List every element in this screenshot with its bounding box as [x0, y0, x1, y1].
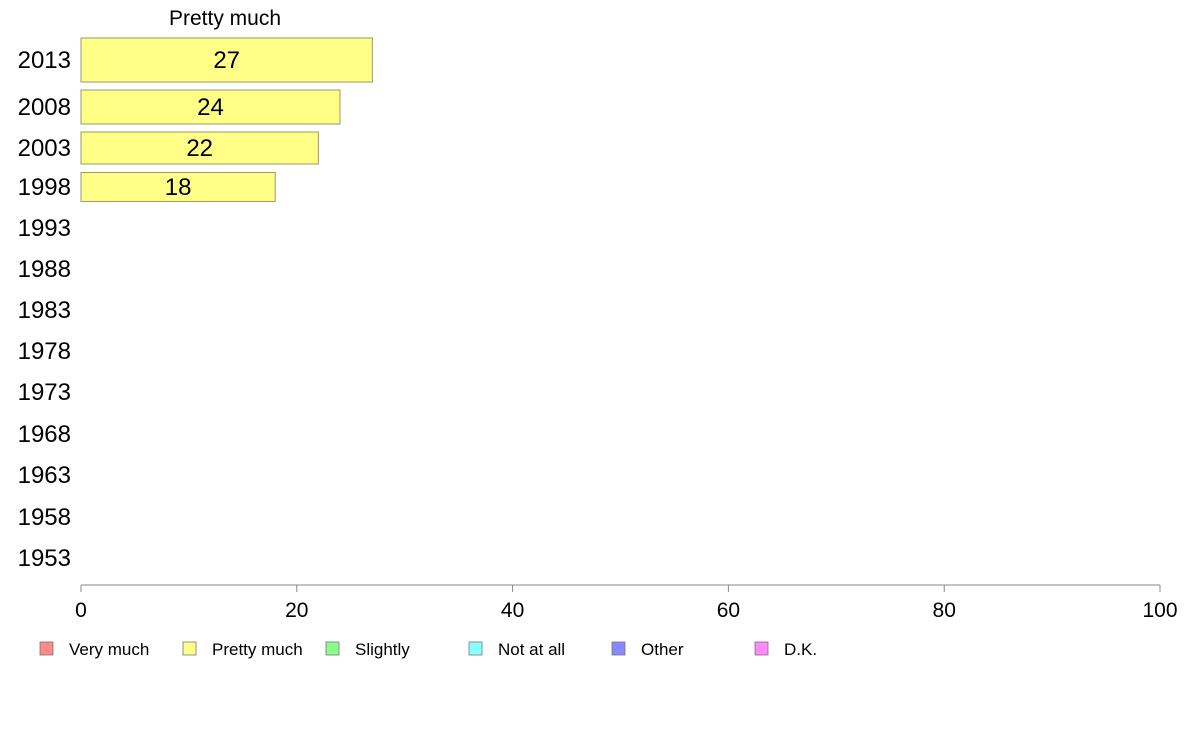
- category-label-1978: 1978: [18, 338, 71, 365]
- category-label-2008: 2008: [18, 94, 71, 121]
- legend-swatch-2: [325, 641, 340, 656]
- category-label-1958: 1958: [18, 504, 71, 531]
- data-label-1998: 18: [165, 174, 192, 201]
- legend-label-2: Slightly: [355, 640, 410, 659]
- bar-2013: [80, 37, 373, 83]
- legend-swatch-4: [611, 641, 626, 656]
- legend-label-5: D.K.: [784, 640, 817, 659]
- data-label-2008: 24: [197, 94, 224, 121]
- series-title: Pretty much: [169, 7, 281, 30]
- x-tick-label-20: 20: [285, 599, 308, 622]
- category-label-1968: 1968: [18, 421, 71, 448]
- category-label-1973: 1973: [18, 379, 71, 406]
- x-axis: 0 20 40 60 80 100: [75, 584, 1178, 622]
- x-tick-label-0: 0: [75, 599, 87, 622]
- legend: Very much Pretty much Slightly Not at all Ot…: [39, 640, 817, 659]
- legend-label-0: Very much: [69, 640, 149, 659]
- bar-2008: [80, 89, 341, 125]
- category-label-1998: 1998: [18, 174, 71, 201]
- legend-swatch-1: [182, 641, 197, 656]
- category-label-1953: 1953: [18, 545, 71, 572]
- x-tick-label-40: 40: [501, 599, 524, 622]
- category-label-1988: 1988: [18, 256, 71, 283]
- bars: 27 24 22 18: [80, 37, 373, 202]
- x-tick-label-80: 80: [933, 599, 956, 622]
- legend-label-3: Not at all: [498, 640, 565, 659]
- data-label-2003: 22: [186, 135, 213, 162]
- data-label-2013: 27: [213, 47, 240, 74]
- legend-swatch-0: [39, 641, 54, 656]
- category-label-1983: 1983: [18, 297, 71, 324]
- bar-1998: [80, 172, 276, 202]
- category-label-1963: 1963: [18, 462, 71, 489]
- x-tick-label-100: 100: [1142, 599, 1177, 622]
- category-label-2013: 2013: [18, 47, 71, 74]
- x-tick-label-60: 60: [717, 599, 740, 622]
- category-label-2003: 2003: [18, 135, 71, 162]
- legend-swatch-5: [754, 641, 769, 656]
- category-labels: 2013 2008 2003 1998 1993 1988 1983 1978 1973 1968…: [18, 47, 71, 572]
- legend-label-4: Other: [641, 640, 684, 659]
- category-label-1993: 1993: [18, 215, 71, 242]
- legend-label-1: Pretty much: [212, 640, 303, 659]
- legend-swatch-3: [468, 641, 483, 656]
- bar-2003: [80, 131, 319, 165]
